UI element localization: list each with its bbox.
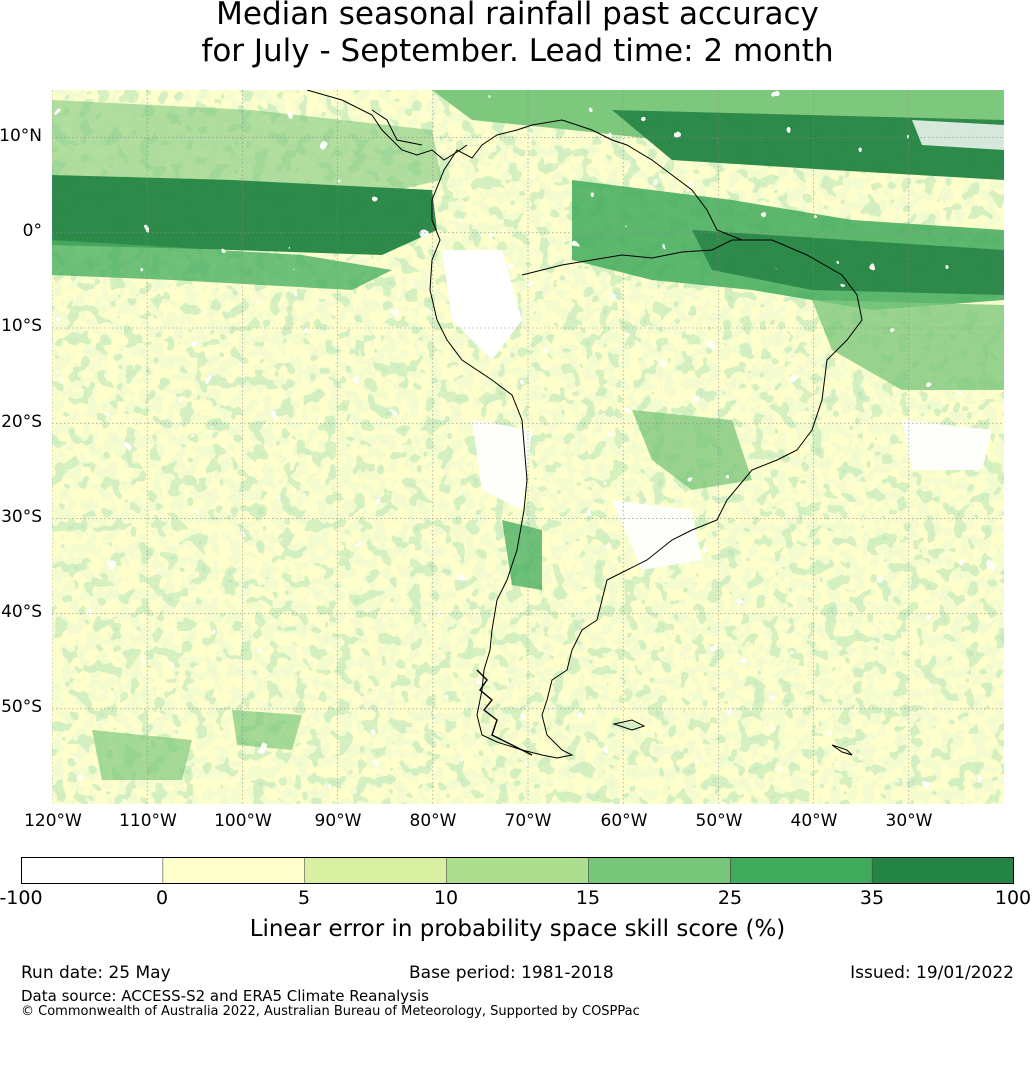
- central-america-coast: [306, 90, 468, 161]
- lat-label-10s: 10°S: [1, 316, 42, 336]
- falklands: [612, 719, 646, 731]
- colorbar-tick: 35: [859, 887, 885, 909]
- colorbar-label: Linear error in probability space skill …: [249, 916, 786, 942]
- lat-label-40s: 40°S: [1, 602, 42, 622]
- issued-date: Issued: 19/01/2022: [850, 963, 1014, 983]
- colorbar: [21, 857, 1014, 884]
- colorbar-tick: 100: [994, 887, 1032, 909]
- lat-label-50s: 50°S: [1, 697, 42, 717]
- lat-label-20s: 20°S: [1, 412, 42, 432]
- lat-label-10n: 10°N: [0, 126, 42, 146]
- colorbar-segment: [588, 857, 732, 884]
- colorbar-segment: [871, 857, 1014, 884]
- south-georgia: [831, 744, 853, 756]
- lon-label-70w: 70°W: [504, 811, 552, 831]
- low-skill-zones: [442, 120, 1004, 570]
- lon-label-100w: 100°W: [214, 811, 272, 831]
- run-date: Run date: 25 May: [21, 963, 171, 983]
- lon-label-110w: 110°W: [119, 811, 177, 831]
- colorbar-tick: 5: [297, 887, 311, 909]
- lon-label-80w: 80°W: [409, 811, 457, 831]
- lon-label-60w: 60°W: [600, 811, 648, 831]
- data-source: Data source: ACCESS-S2 and ERA5 Climate …: [21, 987, 429, 1005]
- colorbar-segment: [729, 857, 873, 884]
- colorbar-tick: 15: [575, 887, 601, 909]
- skill-score-map: [52, 90, 1004, 804]
- colorbar-tick: 10: [433, 887, 459, 909]
- lat-label-0: 0°: [22, 221, 42, 241]
- colorbar-tick: -100: [0, 887, 43, 909]
- graticule: [52, 90, 1004, 804]
- lon-label-90w: 90°W: [314, 811, 362, 831]
- copyright: © Commonwealth of Australia 2022, Austra…: [21, 1004, 640, 1019]
- amazon-river: [521, 239, 752, 276]
- south-america-coast: [429, 119, 863, 759]
- lon-label-50w: 50°W: [695, 811, 743, 831]
- chile-islands: [476, 669, 533, 756]
- coastline: [306, 90, 863, 759]
- lat-label-30s: 30°S: [1, 507, 42, 527]
- chart-title-line2: for July - September. Lead time: 2 month: [201, 33, 834, 69]
- base-period: Base period: 1981-2018: [409, 963, 614, 983]
- chart-title-line1: Median seasonal rainfall past accuracy: [216, 0, 819, 32]
- lon-label-120w: 120°W: [24, 811, 82, 831]
- colorbar-segment: [21, 857, 164, 884]
- colorbar-segment: [446, 857, 590, 884]
- lon-label-30w: 30°W: [885, 811, 933, 831]
- colorbar-segment: [162, 857, 306, 884]
- colorbar-tick: 0: [155, 887, 169, 909]
- lon-label-40w: 40°W: [790, 811, 838, 831]
- colorbar-segment: [304, 857, 448, 884]
- colorbar-tick: 25: [717, 887, 743, 909]
